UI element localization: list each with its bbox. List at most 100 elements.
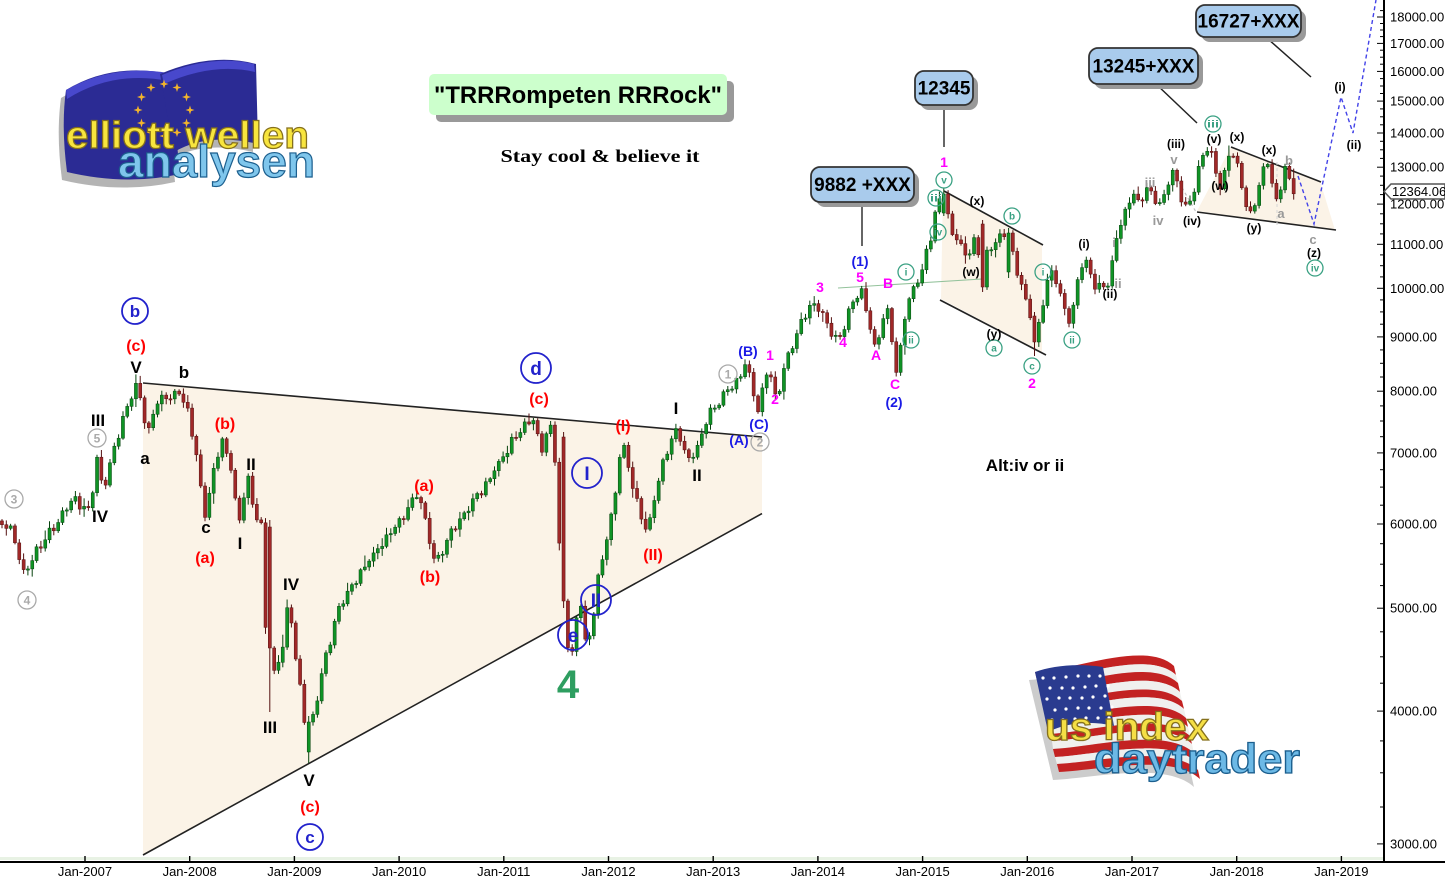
svg-text:5: 5	[856, 269, 864, 285]
svg-text:(y): (y)	[987, 327, 1002, 341]
svg-text:b: b	[1009, 212, 1015, 223]
svg-text:Jan-2013: Jan-2013	[686, 864, 740, 879]
svg-text:b: b	[1285, 153, 1293, 168]
svg-text:Jan-2014: Jan-2014	[791, 864, 845, 879]
svg-text:3: 3	[11, 492, 18, 506]
svg-text:e: e	[568, 626, 579, 647]
svg-text:ii: ii	[1069, 336, 1075, 347]
svg-text:Jan-2019: Jan-2019	[1314, 864, 1368, 879]
svg-text:c: c	[201, 518, 210, 537]
svg-text:17000.00: 17000.00	[1390, 36, 1444, 51]
svg-text:2: 2	[1028, 375, 1036, 391]
svg-text:Jan-2010: Jan-2010	[372, 864, 426, 879]
svg-text:iii: iii	[930, 194, 942, 205]
svg-text:1: 1	[766, 347, 774, 363]
svg-text:Alt:iv or ii: Alt:iv or ii	[986, 456, 1064, 475]
svg-text:ii: ii	[908, 336, 914, 347]
svg-text:3000.00: 3000.00	[1390, 836, 1437, 851]
svg-text:Jan-2008: Jan-2008	[163, 864, 217, 879]
svg-text:Jan-2011: Jan-2011	[477, 864, 530, 879]
svg-text:d: d	[530, 359, 542, 380]
svg-text:(C): (C)	[749, 416, 768, 432]
svg-text:6000.00: 6000.00	[1390, 517, 1437, 532]
svg-text:4: 4	[557, 663, 580, 707]
svg-text:2: 2	[757, 435, 764, 449]
svg-text:us index: us index	[1045, 706, 1209, 749]
svg-text:(w): (w)	[1211, 179, 1228, 193]
svg-text:IV: IV	[283, 575, 300, 594]
svg-text:12345: 12345	[918, 79, 971, 100]
svg-text:(1): (1)	[851, 253, 868, 269]
svg-text:1: 1	[725, 367, 732, 381]
svg-text:(a): (a)	[414, 478, 434, 495]
svg-text:III: III	[91, 411, 105, 430]
svg-text:i: i	[1112, 235, 1116, 250]
svg-text:13245+XXX: 13245+XXX	[1093, 57, 1195, 78]
svg-text:c: c	[1029, 362, 1035, 373]
svg-text:10000.00: 10000.00	[1390, 281, 1444, 296]
svg-text:4: 4	[839, 334, 847, 350]
svg-text:"TRRRompeten RRRock": "TRRRompeten RRRock"	[434, 82, 722, 109]
svg-text:iii: iii	[1145, 175, 1156, 190]
svg-text:V: V	[130, 358, 142, 377]
svg-text:(A): (A)	[729, 432, 748, 448]
svg-text:Jan-2018: Jan-2018	[1210, 864, 1264, 879]
svg-text:ii: ii	[1114, 276, 1121, 291]
svg-text:14000.00: 14000.00	[1390, 126, 1444, 141]
svg-text:13000.00: 13000.00	[1390, 160, 1444, 175]
svg-text:Jan-2009: Jan-2009	[267, 864, 321, 879]
svg-text:II: II	[591, 591, 602, 612]
svg-text:8000.00: 8000.00	[1390, 384, 1437, 399]
svg-text:12364.06: 12364.06	[1392, 184, 1445, 199]
svg-text:V: V	[303, 771, 315, 790]
svg-text:16000.00: 16000.00	[1390, 64, 1444, 79]
svg-text:7000.00: 7000.00	[1390, 445, 1437, 460]
svg-text:Jan-2016: Jan-2016	[1000, 864, 1054, 879]
svg-text:v: v	[1170, 152, 1178, 167]
svg-text:C: C	[890, 376, 900, 392]
svg-text:I: I	[238, 534, 243, 553]
svg-text:(x): (x)	[970, 194, 985, 208]
svg-text:11000.00: 11000.00	[1390, 237, 1443, 252]
svg-text:(i): (i)	[1334, 80, 1345, 94]
svg-text:(z): (z)	[1307, 246, 1321, 260]
svg-text:Jan-2007: Jan-2007	[58, 864, 112, 879]
svg-text:iv: iv	[1153, 213, 1165, 228]
svg-text:4000.00: 4000.00	[1390, 704, 1437, 719]
svg-text:(ii): (ii)	[1103, 287, 1118, 301]
svg-text:III: III	[263, 718, 277, 737]
svg-text:(2): (2)	[885, 394, 902, 410]
svg-text:i: i	[905, 268, 908, 279]
svg-text:II: II	[692, 466, 701, 485]
svg-text:Jan-2017: Jan-2017	[1105, 864, 1159, 879]
svg-text:9882 +XXX: 9882 +XXX	[814, 175, 911, 196]
svg-text:I: I	[584, 464, 589, 485]
svg-text:3: 3	[816, 279, 824, 295]
svg-text:IV: IV	[92, 507, 109, 526]
svg-text:Jan-2015: Jan-2015	[895, 864, 949, 879]
svg-text:(I): (I)	[615, 418, 630, 435]
svg-text:5000.00: 5000.00	[1390, 601, 1437, 616]
svg-text:(b): (b)	[215, 416, 235, 433]
svg-text:iv: iv	[1311, 264, 1320, 275]
svg-text:(x): (x)	[1230, 130, 1245, 144]
svg-text:b: b	[130, 302, 140, 321]
svg-text:9000.00: 9000.00	[1390, 329, 1437, 344]
svg-text:(ii): (ii)	[1347, 138, 1362, 152]
svg-text:(c): (c)	[529, 391, 549, 408]
svg-text:18000.00: 18000.00	[1390, 10, 1444, 25]
svg-text:Jan-2012: Jan-2012	[581, 864, 635, 879]
svg-text:4: 4	[24, 593, 31, 607]
svg-text:(B): (B)	[738, 343, 757, 359]
svg-text:(II): (II)	[643, 547, 663, 564]
svg-text:2: 2	[771, 391, 779, 407]
svg-text:a: a	[991, 344, 997, 355]
svg-text:I: I	[674, 399, 679, 418]
svg-text:(a): (a)	[195, 550, 215, 567]
svg-text:a: a	[140, 449, 150, 468]
svg-text:(v): (v)	[1207, 132, 1222, 146]
svg-text:v: v	[941, 176, 947, 187]
svg-text:A: A	[871, 347, 881, 363]
svg-text:c: c	[1309, 232, 1316, 247]
svg-text:i: i	[1042, 268, 1045, 279]
